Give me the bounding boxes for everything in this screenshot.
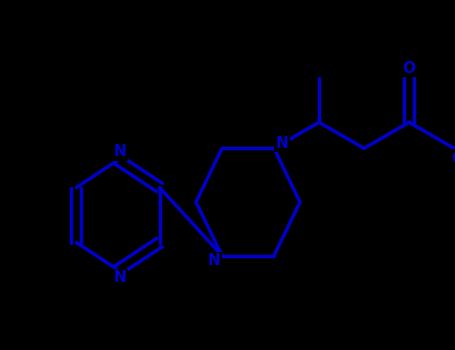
Text: N: N — [114, 145, 126, 160]
Text: O: O — [452, 151, 455, 166]
Text: N: N — [207, 253, 220, 268]
Text: N: N — [114, 271, 126, 286]
Text: O: O — [403, 61, 415, 76]
Text: N: N — [276, 136, 288, 151]
